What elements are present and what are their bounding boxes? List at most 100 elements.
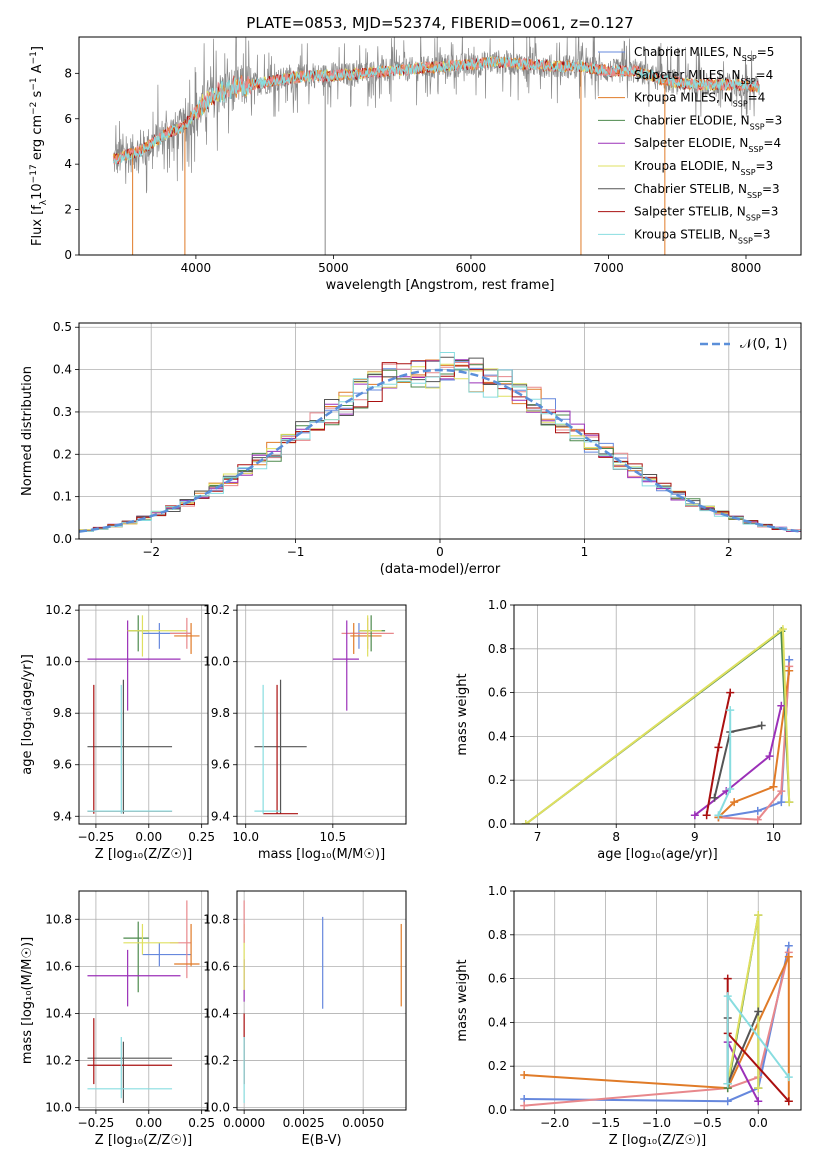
legend-entry: Chabrier ELODIE, NSSP=3 bbox=[634, 113, 782, 130]
x-tick-label: 10.0 bbox=[232, 830, 259, 844]
x-tick-label: −2.0 bbox=[540, 1116, 569, 1130]
mass-vs-ebv-panel: 0.0000 0.0025 0.0050 10.0 10.2 10.4 10.6 10.8 E(… bbox=[203, 890, 407, 1148]
y-axis-label: Normed distribution bbox=[20, 366, 35, 496]
x-tick-label: 8 bbox=[612, 830, 620, 844]
x-tick-label: 5000 bbox=[318, 261, 349, 275]
legend-label: Kroupa MILES, N bbox=[634, 91, 733, 105]
axes-frame bbox=[236, 604, 407, 825]
x-tick-label: 0.25 bbox=[188, 1116, 215, 1130]
weight-marker bbox=[723, 1079, 732, 1088]
weight-marker bbox=[784, 952, 793, 961]
x-tick-label: 0.0000 bbox=[223, 1116, 265, 1130]
x-tick-label: 0.25 bbox=[188, 830, 215, 844]
x-axis-label: (data-model)/error bbox=[380, 562, 501, 577]
y-tick-label: 10.4 bbox=[203, 1006, 230, 1020]
legend-value: =3 bbox=[762, 182, 780, 196]
y-tick-label: 4 bbox=[64, 157, 72, 171]
y-tick-label: 0.4 bbox=[53, 363, 72, 377]
weight-marker bbox=[520, 1070, 529, 1079]
x-axis-label: mass [log₁₀(M/M☉)] bbox=[258, 847, 385, 862]
legend-subscript: SSP bbox=[748, 145, 763, 154]
y-axis-label: age [log₁₀(age/yr)] bbox=[20, 654, 35, 775]
legend-value: =3 bbox=[756, 159, 774, 173]
x-tick-label: 0.00 bbox=[135, 830, 162, 844]
plot-area bbox=[254, 615, 394, 815]
legend-subscript: SSP bbox=[750, 122, 765, 131]
y-tick-label: 0.4 bbox=[488, 1015, 507, 1029]
y-tick-label: 0 bbox=[64, 248, 72, 262]
weight-marker bbox=[777, 798, 786, 807]
legend-subscript: SSP bbox=[747, 190, 762, 199]
weight-marker bbox=[714, 811, 723, 820]
axes-frame bbox=[78, 36, 802, 256]
legend-entry: Kroupa ELODIE, NSSP=3 bbox=[634, 159, 773, 177]
y-tick-label: 10.4 bbox=[45, 1006, 72, 1020]
y-axis-label-part: −17 bbox=[29, 164, 39, 183]
legend-label: Chabrier STELIB, N bbox=[634, 182, 747, 196]
weight-marker bbox=[777, 701, 786, 710]
x-tick-label: 7000 bbox=[593, 261, 624, 275]
axes-frame bbox=[78, 890, 209, 1111]
y-tick-label: 10.0 bbox=[203, 655, 230, 669]
y-axis-label: mass weight bbox=[455, 959, 470, 1041]
plot-area bbox=[87, 900, 200, 1103]
y-axis-label: mass [log₁₀(M/M☉)] bbox=[20, 937, 35, 1064]
y-tick-label: 0.2 bbox=[488, 773, 507, 787]
y-tick-label: 1.0 bbox=[488, 598, 507, 612]
legend-value: =4 bbox=[763, 136, 781, 150]
weight-vs-metallicity-panel: −2.0 −1.5 −1.0 −0.5 0.0 0.0 0.2 0.4 0.6 0.8 1.0 Z [… bbox=[455, 884, 802, 1148]
x-tick-label: −0.25 bbox=[78, 830, 115, 844]
x-tick-label: 9 bbox=[691, 830, 699, 844]
x-tick-label: 10.5 bbox=[319, 830, 346, 844]
axes-frame bbox=[78, 604, 209, 825]
plot-area bbox=[521, 625, 794, 824]
y-tick-label: 10.8 bbox=[203, 912, 230, 926]
y-tick-label: 0.0 bbox=[488, 1103, 507, 1117]
x-tick-label: 0 bbox=[436, 545, 444, 559]
legend-value: =4 bbox=[748, 91, 766, 105]
x-tick-label: −1.0 bbox=[642, 1116, 671, 1130]
legend-entry: Chabrier STELIB, NSSP=3 bbox=[634, 182, 780, 200]
y-tick-label: 10.0 bbox=[45, 655, 72, 669]
weight-line bbox=[694, 705, 783, 816]
weight-marker bbox=[702, 811, 711, 820]
x-tick-label: 8000 bbox=[731, 261, 762, 275]
y-tick-label: 0.2 bbox=[53, 447, 72, 461]
weight-marker bbox=[784, 1073, 793, 1082]
legend-entry: Kroupa STELIB, NSSP=3 bbox=[634, 227, 771, 245]
weight-marker bbox=[754, 1007, 763, 1016]
legend-label: Kroupa ELODIE, N bbox=[634, 159, 741, 173]
x-tick-label: 0.0050 bbox=[342, 1116, 384, 1130]
y-tick-label: 2 bbox=[64, 203, 72, 217]
y-tick-label: 9.8 bbox=[53, 706, 72, 720]
plot-area bbox=[243, 900, 402, 1103]
axes-frame bbox=[513, 604, 802, 825]
y-axis-label-part: −1 bbox=[29, 77, 39, 90]
legend-entry: Kroupa MILES, NSSP=4 bbox=[634, 91, 765, 109]
legend-entry: Salpeter MILES, NSSP=4 bbox=[634, 68, 773, 86]
legend-subscript: SSP bbox=[746, 213, 761, 222]
y-tick-label: 9.4 bbox=[211, 809, 230, 823]
weight-marker bbox=[769, 782, 778, 791]
y-tick-label: 0.8 bbox=[488, 642, 507, 656]
y-tick-label: 0.1 bbox=[53, 490, 72, 504]
axes-frame bbox=[236, 890, 407, 1111]
legend-entry: Chabrier MILES, NSSP=5 bbox=[634, 45, 774, 63]
y-tick-label: 9.4 bbox=[53, 809, 72, 823]
y-tick-label: 1.0 bbox=[488, 884, 507, 898]
x-tick-label: −1.5 bbox=[591, 1116, 620, 1130]
axes-frame bbox=[513, 890, 802, 1111]
weight-marker bbox=[754, 911, 763, 920]
x-axis-label: wavelength [Angstrom, rest frame] bbox=[326, 278, 555, 293]
x-tick-label: 7 bbox=[534, 830, 542, 844]
x-tick-label: 0.0025 bbox=[283, 1116, 325, 1130]
x-tick-label: −0.5 bbox=[693, 1116, 722, 1130]
legend-label: Chabrier MILES, N bbox=[634, 45, 742, 59]
legend-value: =3 bbox=[765, 113, 783, 127]
weight-marker bbox=[777, 787, 786, 796]
y-axis-label-part: Flux [f bbox=[30, 205, 45, 246]
y-axis-label-part: s bbox=[30, 90, 45, 101]
legend-subscript: SSP bbox=[741, 168, 756, 177]
weight-marker bbox=[520, 1101, 529, 1110]
